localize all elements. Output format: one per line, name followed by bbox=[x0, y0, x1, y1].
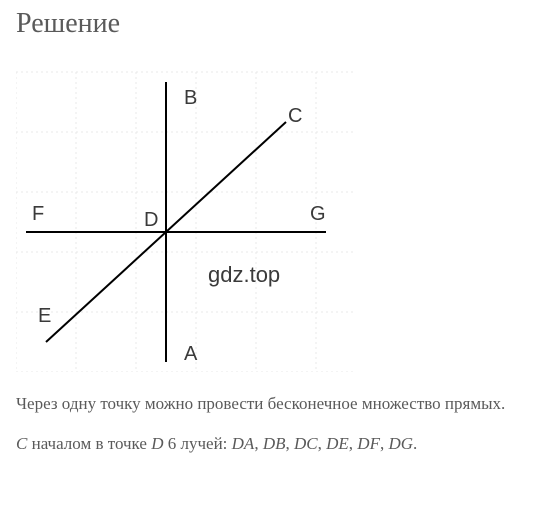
grid-lines bbox=[16, 72, 356, 372]
explanation-p1: Через одну точку можно провести бесконеч… bbox=[16, 386, 526, 422]
geometry-diagram: B C F D G E A gdz.top bbox=[16, 52, 356, 372]
solution-heading: Решение bbox=[16, 8, 526, 40]
svg-text:G: G bbox=[310, 203, 326, 225]
svg-text:F: F bbox=[32, 203, 44, 225]
construction-lines bbox=[26, 82, 326, 362]
watermark-text: gdz.top bbox=[208, 262, 280, 287]
diagram-svg: B C F D G E A gdz.top bbox=[16, 52, 356, 372]
explanation-p2: C началом в точке D 6 лучей: DA, DB, DC,… bbox=[16, 426, 526, 462]
svg-text:D: D bbox=[144, 209, 158, 231]
svg-text:B: B bbox=[184, 87, 197, 109]
svg-text:A: A bbox=[184, 343, 198, 365]
svg-text:C: C bbox=[288, 105, 302, 127]
svg-text:E: E bbox=[38, 305, 51, 327]
